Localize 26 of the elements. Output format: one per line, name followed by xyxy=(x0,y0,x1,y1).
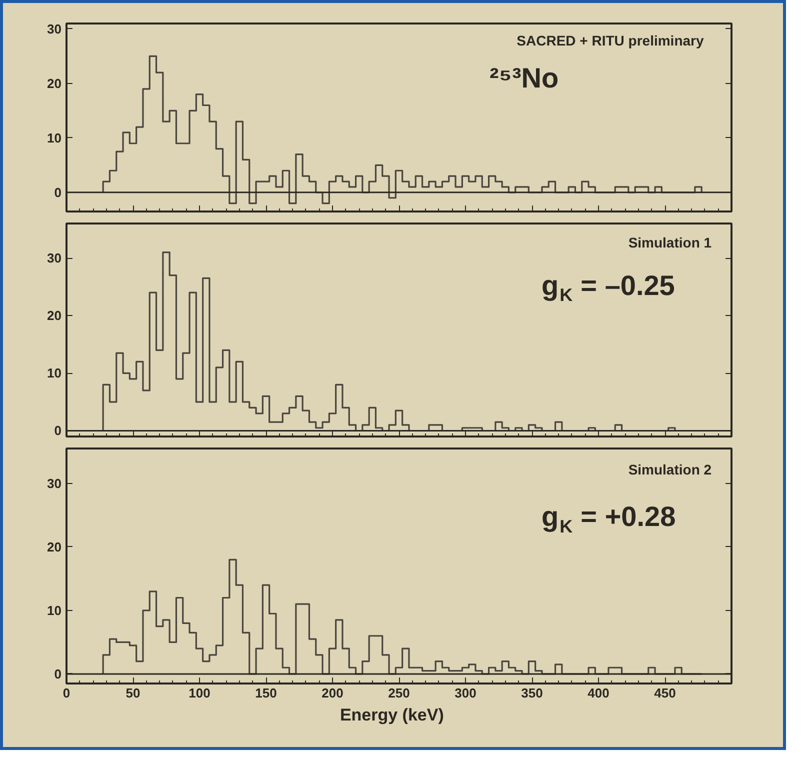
annotation: SACRED + RITU preliminary xyxy=(516,32,704,48)
y-tick-label: 0 xyxy=(54,184,62,200)
x-tick-label: 300 xyxy=(454,686,476,700)
y-tick-label: 30 xyxy=(47,476,62,491)
x-tick-label: 50 xyxy=(126,686,140,700)
annotation: ²⁵³No xyxy=(489,62,559,94)
annotation: Simulation 2 xyxy=(628,462,712,478)
y-tick-label: 20 xyxy=(47,76,62,91)
y-tick-label: 20 xyxy=(47,308,62,324)
annotation: Simulation 1 xyxy=(628,234,712,251)
y-tick-label: 30 xyxy=(47,21,62,36)
y-tick-label: 10 xyxy=(47,130,62,146)
x-axis-title: Energy (keV) xyxy=(340,706,444,724)
y-tick-label: 10 xyxy=(47,366,62,381)
y-tick-label: 0 xyxy=(54,666,62,682)
y-tick-label: 20 xyxy=(47,539,62,554)
x-tick-label: 150 xyxy=(255,686,277,700)
x-tick-label: 350 xyxy=(521,686,543,700)
x-tick-label: 100 xyxy=(188,686,210,700)
x-tick-label: 450 xyxy=(654,686,676,700)
x-tick-label: 400 xyxy=(588,686,610,700)
y-tick-label: 10 xyxy=(47,602,62,618)
y-tick-label: 30 xyxy=(47,250,62,266)
x-tick-label: 200 xyxy=(322,686,344,700)
y-tick-label: 0 xyxy=(54,423,62,438)
x-tick-label: 250 xyxy=(388,686,410,700)
